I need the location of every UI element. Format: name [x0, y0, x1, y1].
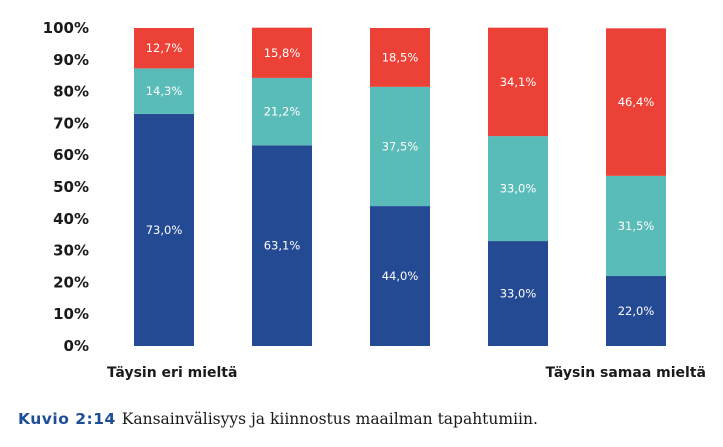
stacked-bar-chart: 0% 10% 20% 30% 40% 50% 60% 70% 80% 90% 100% 73,0% 14… [43, 19, 706, 381]
data-label: 15,8% [264, 46, 301, 60]
y-tick-label: 40% [53, 210, 89, 228]
caption-text: Kansainvälisyys ja kiinnostus maailman t… [121, 410, 538, 428]
data-label: 14,3% [146, 84, 183, 98]
y-tick-label: 70% [53, 114, 89, 132]
bar-segment [606, 28, 666, 176]
bar-segment [134, 68, 194, 114]
bar-segment [606, 276, 666, 346]
y-tick-label: 80% [53, 83, 89, 101]
data-label: 44,0% [382, 269, 419, 283]
y-tick-label: 20% [53, 273, 89, 291]
bar-segment [488, 27, 548, 137]
y-tick-label: 50% [53, 178, 89, 196]
data-label: 22,0% [618, 304, 655, 318]
bar-segment [252, 27, 312, 78]
caption-label: Kuvio 2:14 [18, 410, 116, 428]
bar-segment [370, 86, 430, 207]
y-tick-label: 60% [53, 146, 89, 164]
data-label: 12,7% [146, 41, 183, 55]
y-tick-label: 90% [53, 51, 89, 69]
bar-segment [134, 28, 194, 69]
data-label: 34,1% [500, 75, 537, 89]
bar-segment [134, 113, 194, 346]
data-label: 46,4% [618, 95, 655, 109]
data-label: 37,5% [382, 139, 419, 153]
figure-caption: Kuvio 2:14 Kansainvälisyys ja kiinnostus … [18, 410, 538, 428]
x-category-label: Täysin eri mieltä [107, 365, 237, 381]
data-label: 21,2% [264, 105, 301, 119]
y-tick-label: 0% [64, 337, 89, 355]
data-label: 31,5% [618, 219, 655, 233]
bar-segment [370, 28, 430, 87]
bar-segment [370, 206, 430, 346]
y-tick-label: 30% [53, 242, 89, 260]
bar-segment [252, 145, 312, 346]
data-label: 73,0% [146, 223, 183, 237]
bar-segment [252, 77, 312, 146]
data-label: 33,0% [500, 182, 537, 196]
data-label: 33,0% [500, 287, 537, 301]
data-label: 18,5% [382, 50, 419, 64]
data-label: 63,1% [264, 239, 301, 253]
bar-segment [488, 241, 548, 346]
bar-segment [606, 175, 666, 277]
y-tick-label: 10% [53, 305, 89, 323]
bar-segment [488, 136, 548, 242]
x-category-label: Täysin samaa mieltä [545, 365, 706, 381]
y-tick-label: 100% [43, 19, 89, 37]
